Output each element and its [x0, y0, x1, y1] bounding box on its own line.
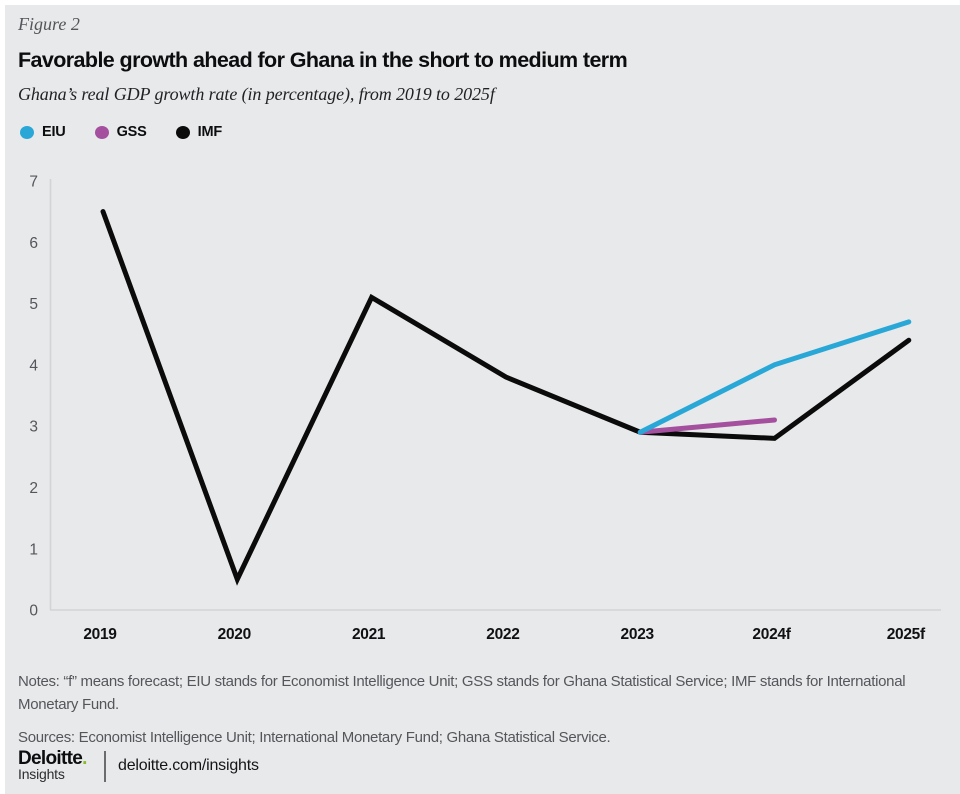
chart-title: Favorable growth ahead for Ghana in the …: [18, 48, 628, 72]
legend-item-eiu: EIU: [20, 124, 66, 140]
y-tick-label: 7: [29, 173, 38, 190]
figure-label: Figure 2: [18, 14, 80, 34]
chart-legend: EIU GSS IMF: [20, 124, 251, 140]
brand-name: Deloitte: [18, 748, 83, 769]
chart-sources: Sources: Economist Intelligence Unit; In…: [18, 729, 611, 746]
legend-label: GSS: [116, 124, 147, 140]
series-lines: [100, 209, 912, 586]
x-tick-label: 2025f: [887, 626, 926, 643]
y-tick-label: 5: [29, 296, 38, 313]
chart-subtitle: Ghana’s real GDP growth rate (in percent…: [18, 84, 495, 104]
y-tick-label: 3: [29, 419, 38, 436]
legend-dot-gss: [94, 125, 109, 139]
footer-url[interactable]: deloitte.com/insights: [118, 757, 259, 774]
x-tick-label: 2021: [352, 626, 386, 643]
y-tick-label: 4: [29, 357, 38, 374]
brand-green-dot-icon: .: [82, 748, 87, 769]
chart: 0 1 2 3 4 5 6 7 2019 2020 2021 2022 2023 2024f 2025f: [29, 173, 941, 643]
x-tick-labels: 2019 2020 2021 2022 2023 2024f 2025f: [83, 626, 926, 643]
legend-item-imf: IMF: [175, 124, 223, 140]
x-tick-label: 2024f: [752, 626, 791, 643]
y-tick-label: 6: [29, 235, 38, 252]
x-tick-label: 2023: [621, 626, 655, 643]
legend-dot-imf: [175, 125, 190, 139]
legend-label: IMF: [197, 124, 223, 140]
footer-divider: [104, 751, 106, 782]
x-tick-label: 2019: [83, 626, 117, 643]
deloitte-insights-logo: Deloitte. Insights: [18, 748, 87, 782]
y-tick-label: 1: [29, 541, 38, 558]
x-tick-label: 2022: [486, 626, 519, 643]
brand-sub-label: Insights: [18, 766, 65, 782]
legend-item-gss: GSS: [94, 124, 147, 140]
legend-label: EIU: [42, 124, 66, 140]
y-tick-labels: 0 1 2 3 4 5 6 7: [29, 173, 38, 619]
series-line-gss: [637, 417, 777, 435]
y-tick-label: 0: [29, 603, 38, 620]
y-tick-label: 2: [29, 480, 38, 497]
series-line-eiu: [637, 319, 912, 435]
series-line-imf: [100, 209, 912, 586]
legend-dot-eiu: [20, 125, 34, 139]
chart-notes: Notes: “f” means forecast; EIU stands fo…: [18, 673, 906, 713]
x-tick-label: 2020: [218, 626, 251, 643]
figure-background-panel: [5, 5, 960, 794]
